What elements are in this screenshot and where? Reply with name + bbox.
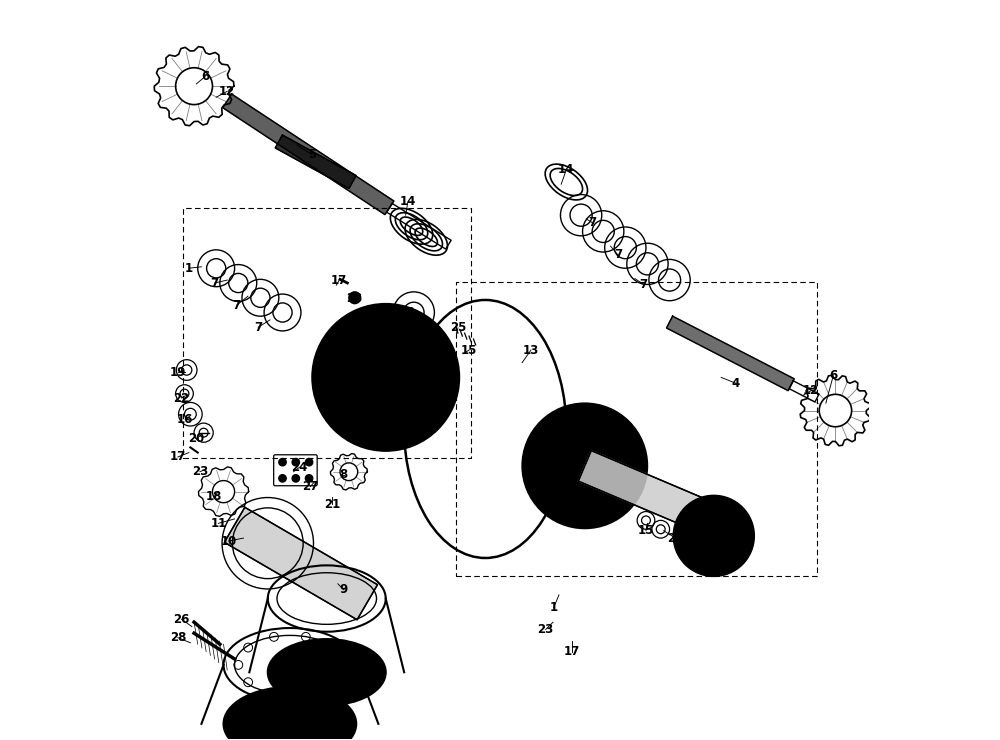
Circle shape xyxy=(389,426,401,438)
Circle shape xyxy=(522,403,647,528)
Circle shape xyxy=(328,391,340,402)
Text: 18: 18 xyxy=(206,491,222,503)
Circle shape xyxy=(352,420,364,431)
Circle shape xyxy=(689,554,696,561)
Circle shape xyxy=(741,533,747,539)
Polygon shape xyxy=(667,316,794,391)
Circle shape xyxy=(580,508,590,518)
Circle shape xyxy=(305,474,313,482)
Text: 17: 17 xyxy=(331,274,347,286)
Text: 6: 6 xyxy=(829,369,837,383)
Text: 3: 3 xyxy=(325,676,333,688)
Circle shape xyxy=(533,461,543,471)
Circle shape xyxy=(422,407,434,419)
Circle shape xyxy=(732,511,739,517)
Circle shape xyxy=(689,511,696,517)
Text: 8: 8 xyxy=(340,468,348,481)
Text: 19: 19 xyxy=(170,366,186,379)
Text: 1: 1 xyxy=(550,601,558,614)
Ellipse shape xyxy=(368,362,404,393)
Polygon shape xyxy=(224,508,378,619)
Text: 13: 13 xyxy=(523,343,539,357)
Circle shape xyxy=(435,371,447,383)
Text: 24: 24 xyxy=(291,461,308,474)
Text: 25: 25 xyxy=(450,321,466,334)
Circle shape xyxy=(547,428,557,437)
Text: 7: 7 xyxy=(233,299,241,312)
Text: 15: 15 xyxy=(461,343,477,357)
Circle shape xyxy=(627,461,637,471)
Polygon shape xyxy=(578,451,713,533)
Text: 28: 28 xyxy=(170,631,186,644)
Polygon shape xyxy=(275,135,356,189)
Text: 7: 7 xyxy=(211,277,219,289)
Text: 17: 17 xyxy=(564,645,580,658)
Text: 7: 7 xyxy=(588,216,596,229)
Circle shape xyxy=(422,336,434,348)
Text: 1: 1 xyxy=(185,262,193,275)
Circle shape xyxy=(292,474,299,482)
Text: 16: 16 xyxy=(177,413,193,426)
Circle shape xyxy=(673,495,754,576)
Text: 22: 22 xyxy=(173,391,190,405)
Text: 7: 7 xyxy=(614,249,622,261)
Text: 20: 20 xyxy=(188,432,204,445)
Text: 14: 14 xyxy=(400,195,416,209)
Circle shape xyxy=(279,459,286,466)
Polygon shape xyxy=(223,94,394,215)
Circle shape xyxy=(349,292,361,303)
Text: 23: 23 xyxy=(538,623,554,636)
Text: 11: 11 xyxy=(210,517,227,530)
Text: 2: 2 xyxy=(406,306,414,319)
Circle shape xyxy=(732,554,739,561)
Text: 10: 10 xyxy=(221,534,237,548)
Text: 6: 6 xyxy=(201,70,209,83)
Text: 7: 7 xyxy=(254,320,262,334)
Text: 25: 25 xyxy=(667,531,684,545)
Circle shape xyxy=(389,317,401,329)
Text: 4: 4 xyxy=(732,377,740,390)
Circle shape xyxy=(292,459,299,466)
Ellipse shape xyxy=(224,687,356,740)
Circle shape xyxy=(711,502,717,508)
Circle shape xyxy=(279,474,286,482)
Circle shape xyxy=(352,323,364,335)
Text: 12: 12 xyxy=(219,85,235,98)
Text: 27: 27 xyxy=(302,480,319,493)
Text: 9: 9 xyxy=(340,583,348,596)
Circle shape xyxy=(312,303,459,451)
Circle shape xyxy=(305,459,313,466)
Text: 5: 5 xyxy=(308,148,316,161)
Ellipse shape xyxy=(268,639,386,705)
Text: 23: 23 xyxy=(192,465,208,478)
Circle shape xyxy=(680,533,687,539)
Circle shape xyxy=(547,494,557,504)
Ellipse shape xyxy=(356,351,416,403)
Circle shape xyxy=(580,414,590,424)
Text: 23: 23 xyxy=(346,292,362,305)
Text: 7: 7 xyxy=(640,278,648,291)
Text: 21: 21 xyxy=(324,498,340,511)
Text: 14: 14 xyxy=(558,163,575,176)
Text: 12: 12 xyxy=(803,384,819,397)
Circle shape xyxy=(711,563,717,570)
Text: 26: 26 xyxy=(173,613,190,626)
Text: 17: 17 xyxy=(170,451,186,463)
Circle shape xyxy=(613,428,623,437)
Circle shape xyxy=(328,352,340,364)
Text: 15: 15 xyxy=(638,524,654,537)
Circle shape xyxy=(613,494,623,504)
